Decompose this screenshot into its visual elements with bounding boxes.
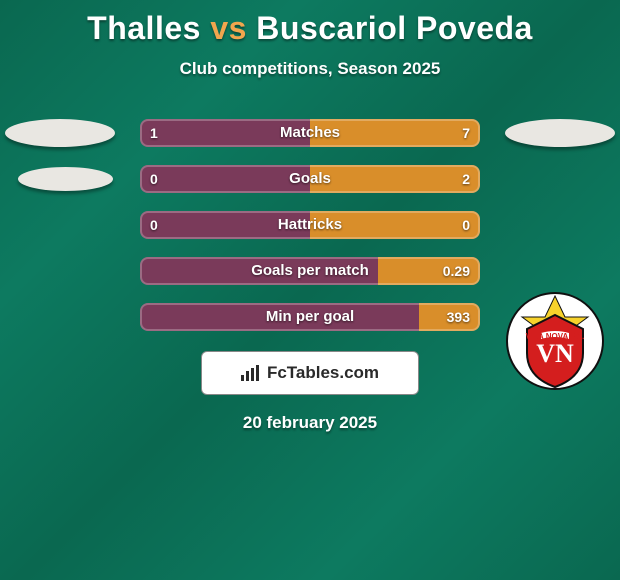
stat-row: VILA NOVA F.C.VN00Hattricks <box>0 211 620 239</box>
source-badge[interactable]: FcTables.com <box>201 351 419 395</box>
barchart-icon <box>241 365 261 381</box>
stat-bar-left <box>140 257 378 285</box>
stat-value-right: 393 <box>447 303 470 331</box>
vs-label: vs <box>210 10 247 46</box>
stat-bar: 393Min per goal <box>140 303 480 331</box>
stat-row: 17Matches <box>0 119 620 147</box>
stat-value-right: 0.29 <box>443 257 470 285</box>
stat-value-right: 0 <box>462 211 470 239</box>
badge-text: FcTables.com <box>267 363 379 383</box>
stat-row: 0.29Goals per match <box>0 257 620 285</box>
player1-small-ellipse-icon <box>18 165 113 193</box>
player1-ellipse-icon <box>5 119 115 147</box>
stat-bar-left <box>140 211 310 239</box>
page-title: Thalles vs Buscariol Poveda <box>0 0 620 47</box>
svg-text:VN: VN <box>536 339 574 368</box>
stat-bar-right <box>310 119 480 147</box>
stat-bar: 00Hattricks <box>140 211 480 239</box>
stat-value-right: 7 <box>462 119 470 147</box>
player1-name: Thalles <box>87 10 201 46</box>
stat-value-left: 1 <box>150 119 158 147</box>
comparison-card: { "title": { "player1": "Thalles", "vs":… <box>0 0 620 580</box>
stat-bar-left <box>140 165 310 193</box>
stat-bar-left <box>140 119 310 147</box>
stat-bar: 17Matches <box>140 119 480 147</box>
stats-bars: 17Matches02GoalsVILA NOVA F.C.VN00Hattri… <box>0 119 620 331</box>
stat-row: 393Min per goal <box>0 303 620 331</box>
stat-bar-right <box>310 165 480 193</box>
stat-value-right: 2 <box>462 165 470 193</box>
date-text: 20 february 2025 <box>0 413 620 433</box>
player2-ellipse-icon <box>505 119 615 147</box>
player2-name: Buscariol Poveda <box>256 10 533 46</box>
club-logo-icon: VILA NOVA F.C.VN <box>505 281 605 401</box>
stat-bar-left <box>140 303 419 331</box>
stat-bar: 02Goals <box>140 165 480 193</box>
stat-value-left: 0 <box>150 211 158 239</box>
stat-bar: 0.29Goals per match <box>140 257 480 285</box>
subtitle: Club competitions, Season 2025 <box>0 59 620 79</box>
stat-row: 02Goals <box>0 165 620 193</box>
stat-value-left: 0 <box>150 165 158 193</box>
stat-bar-right <box>310 211 480 239</box>
